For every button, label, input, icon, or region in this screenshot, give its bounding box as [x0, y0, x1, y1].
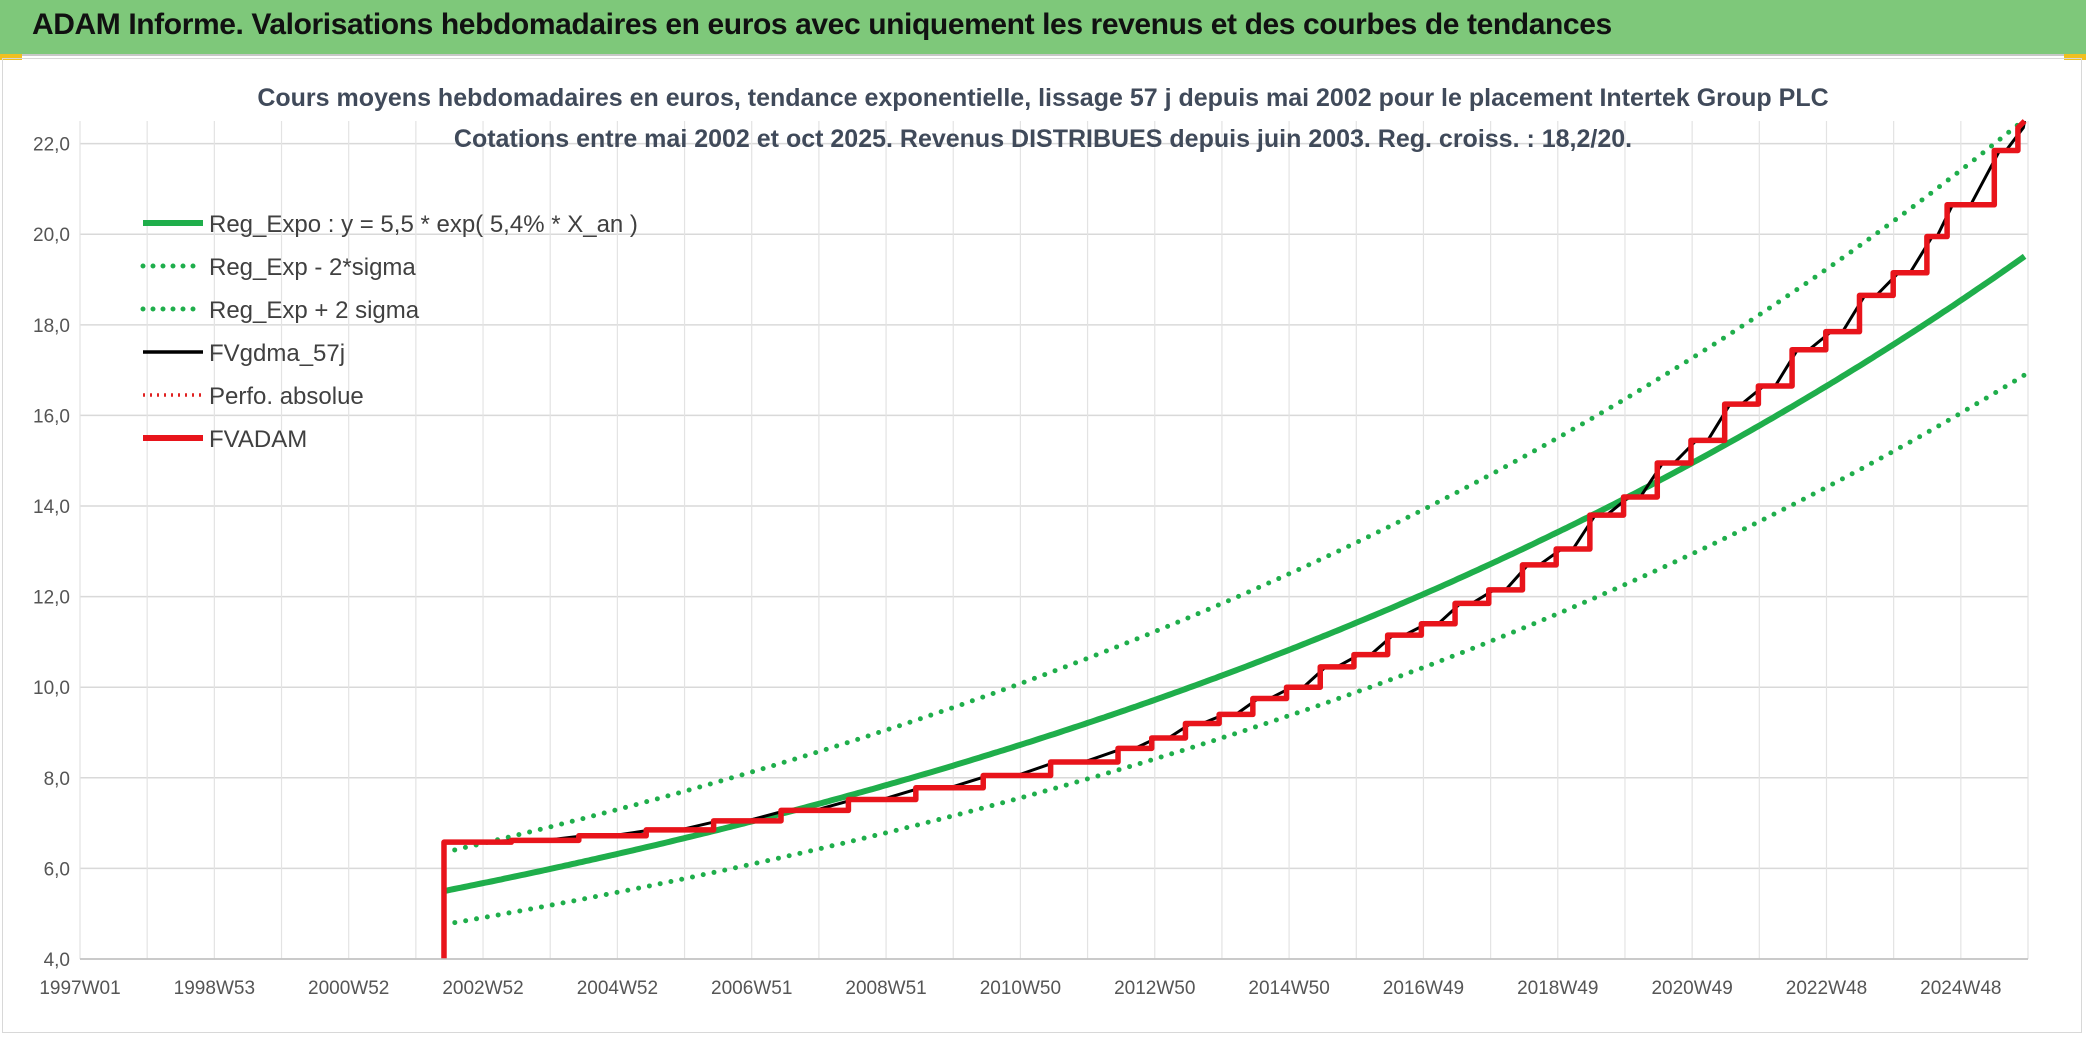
- x-tick-label: 2024W48: [1920, 978, 2001, 999]
- x-tick-label: 2018W49: [1517, 978, 1598, 999]
- chart-series: [441, 116, 2028, 959]
- y-tick-label: 12,0: [33, 588, 70, 609]
- x-tick-label: 1997W01: [39, 978, 120, 999]
- legend-label: Reg_Exp + 2 sigma: [209, 297, 420, 324]
- x-tick-label: 2002W52: [442, 978, 523, 999]
- chart-frame: Cours moyens hebdomadaires en euros, ten…: [2, 58, 2082, 1033]
- x-tick-label: 2010W50: [980, 978, 1061, 999]
- x-tick-label: 2008W51: [845, 978, 926, 999]
- legend-label: Perfo. absolue: [209, 383, 364, 410]
- x-tick-label: 2020W49: [1651, 978, 1732, 999]
- x-tick-label: 2022W48: [1786, 978, 1867, 999]
- legend-label: FVADAM: [209, 426, 307, 453]
- series-reg-expo: [443, 253, 2027, 895]
- y-tick-label: 22,0: [33, 135, 70, 156]
- header-banner: ADAM Informe. Valorisations hebdomadaire…: [0, 0, 2086, 56]
- series-reg-exp-plus-2sigma: [441, 116, 2028, 855]
- x-tick-label: 2006W51: [711, 978, 792, 999]
- x-tick-label: 2014W50: [1248, 978, 1329, 999]
- y-tick-label: 4,0: [44, 950, 70, 971]
- legend-label: FVgdma_57j: [209, 340, 345, 367]
- x-tick-label: 2016W49: [1383, 978, 1464, 999]
- chart-legend: Reg_Expo : y = 5,5 * exp( 5,4% * X_an ) R…: [140, 211, 638, 453]
- legend-label: Reg_Expo : y = 5,5 * exp( 5,4% * X_an ): [209, 211, 638, 238]
- y-tick-label: 8,0: [44, 769, 70, 790]
- corner-marker-left: [0, 54, 22, 60]
- y-tick-label: 18,0: [33, 316, 70, 337]
- chart: Cours moyens hebdomadaires en euros, ten…: [33, 84, 2029, 999]
- x-tick-label: 2000W52: [308, 978, 389, 999]
- y-tick-label: 16,0: [33, 406, 70, 427]
- chart-grid: [79, 121, 2029, 960]
- series-fvadam: [441, 119, 2027, 959]
- page-title: ADAM Informe. Valorisations hebdomadaire…: [32, 8, 1612, 41]
- corner-marker-right: [2064, 54, 2086, 60]
- chart-title-line2: Cotations entre mai 2002 et oct 2025. Re…: [454, 125, 1632, 153]
- y-tick-label: 14,0: [33, 497, 70, 518]
- x-tick-label: 2004W52: [577, 978, 658, 999]
- chart-title-line1: Cours moyens hebdomadaires en euros, ten…: [257, 84, 1828, 112]
- chart-axes: 4,0 6,0 8,0 10,0 12,0 14,0 16,0 18,0 20,0 22,0 199…: [33, 135, 2028, 999]
- legend-label: Reg_Exp - 2*sigma: [209, 254, 416, 281]
- x-tick-label: 2012W50: [1114, 978, 1195, 999]
- y-tick-label: 20,0: [33, 225, 70, 246]
- x-tick-label: 1998W53: [174, 978, 255, 999]
- y-tick-label: 6,0: [44, 859, 70, 880]
- series-reg-exp-minus-2sigma: [441, 372, 2028, 927]
- y-tick-label: 10,0: [33, 678, 70, 699]
